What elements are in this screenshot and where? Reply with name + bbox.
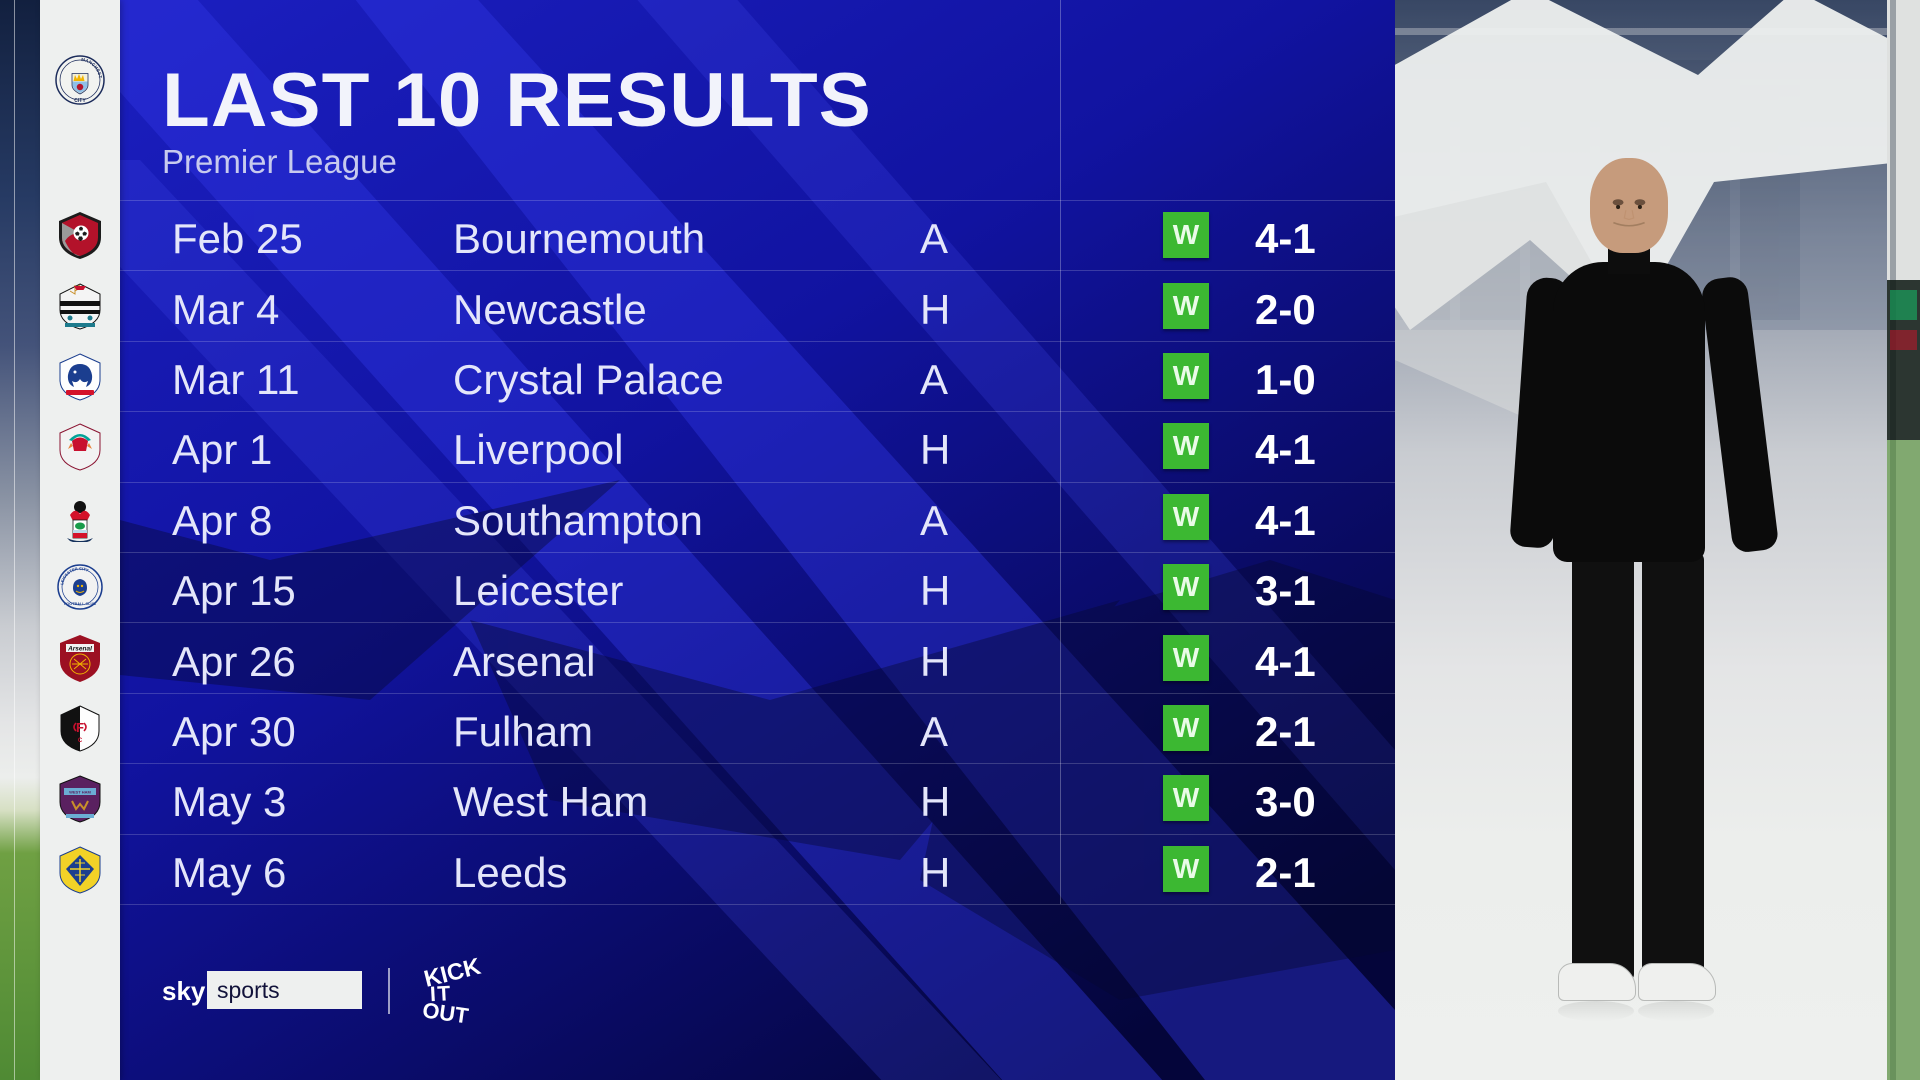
svg-text:sky: sky [162, 976, 206, 1006]
svg-text:OUT: OUT [421, 997, 471, 1028]
svg-text:sports: sports [217, 977, 280, 1003]
svg-text:FOOTBALL CLUB: FOOTBALL CLUB [64, 602, 96, 606]
svg-text:F: F [76, 720, 84, 735]
svg-text:Arsenal: Arsenal [67, 645, 92, 652]
svg-text:WEST HAM: WEST HAM [69, 790, 91, 795]
svg-text:C: C [78, 738, 83, 744]
svg-text:CITY: CITY [74, 98, 86, 104]
